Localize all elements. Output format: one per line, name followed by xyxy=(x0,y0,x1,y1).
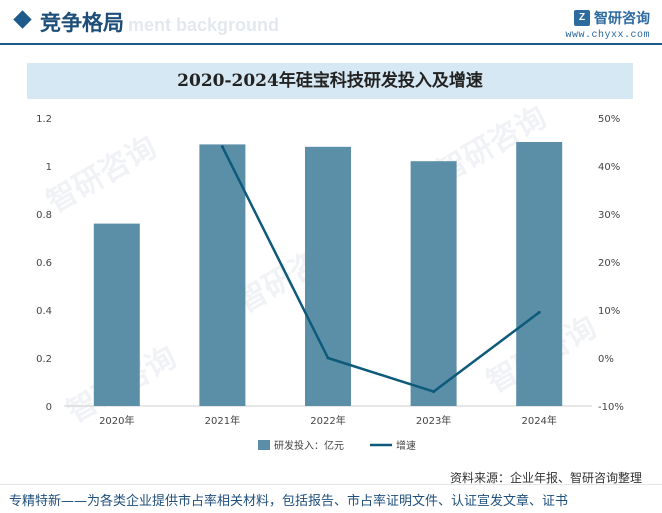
bar xyxy=(305,146,351,407)
bar xyxy=(199,144,246,406)
y-right-tick-label: -10% xyxy=(598,402,624,413)
y-right-tick-label: 0% xyxy=(598,354,614,365)
section-title: 竞争格局 xyxy=(40,10,124,35)
y-right-tick-label: 30% xyxy=(598,210,620,221)
x-tick-label: 2024年 xyxy=(521,414,556,427)
y-left-tick-label: 1 xyxy=(46,162,52,173)
y-left-tick-label: 0.8 xyxy=(36,210,52,221)
header-divider xyxy=(0,43,662,45)
bar xyxy=(516,142,563,406)
legend-bar-label: 研发投入：亿元 xyxy=(274,439,344,452)
bar xyxy=(93,223,140,406)
growth-point xyxy=(326,356,330,360)
y-left-tick-label: 0 xyxy=(46,402,52,413)
y-right-tick-label: 40% xyxy=(598,162,620,173)
y-right-tick-label: 10% xyxy=(598,306,620,317)
legend-line-label: 增速 xyxy=(396,439,416,452)
growth-point xyxy=(220,145,224,149)
source-note: 资料来源：企业年报、智研咨询整理 xyxy=(449,471,642,485)
logo-name: 智研咨询 xyxy=(594,11,650,27)
legend-bar-swatch xyxy=(258,440,270,450)
y-right-tick-label: 20% xyxy=(598,258,620,269)
y-left-tick-label: 1.2 xyxy=(36,114,52,125)
y-left-tick-label: 0.6 xyxy=(36,258,52,269)
x-tick-label: 2020年 xyxy=(99,414,134,427)
y-right-tick-label: 50% xyxy=(598,114,620,125)
header: ment background 竞争格局 Z 智研咨询 www.chyxx.co… xyxy=(0,0,662,45)
x-tick-label: 2021年 xyxy=(205,414,240,427)
x-tick-label: 2023年 xyxy=(416,414,451,427)
chart-title-band: 2020-2024年硅宝科技研发投入及增速 xyxy=(27,63,633,99)
footer-text: 专精特新——为各类企业提供市占率相关材料，包括报告、市占率证明文件、认证宣发文章… xyxy=(9,494,569,509)
logo-icon: Z xyxy=(574,10,590,26)
growth-point xyxy=(537,310,541,314)
growth-line xyxy=(221,146,540,393)
chart-title: 2020-2024年硅宝科技研发投入及增速 xyxy=(177,71,483,91)
growth-point xyxy=(432,390,436,394)
bar xyxy=(410,161,457,406)
brand-logo: Z 智研咨询 www.chyxx.com xyxy=(565,8,650,41)
chart: 0 0.2 0.4 0.6 0.8 1 1.2 -10% 0% 10% 20% 30% 40% 50% 20… xyxy=(36,114,624,452)
footer-banner: 专精特新——为各类企业提供市占率相关材料，包括报告、市占率证明文件、认证宣发文章… xyxy=(0,484,662,513)
logo-url: www.chyxx.com xyxy=(565,30,650,41)
y-left-tick-label: 0.2 xyxy=(36,354,52,365)
header-ghost-text: ment background xyxy=(128,15,280,35)
y-left-tick-label: 0.4 xyxy=(36,306,52,317)
x-tick-label: 2022年 xyxy=(310,414,345,427)
